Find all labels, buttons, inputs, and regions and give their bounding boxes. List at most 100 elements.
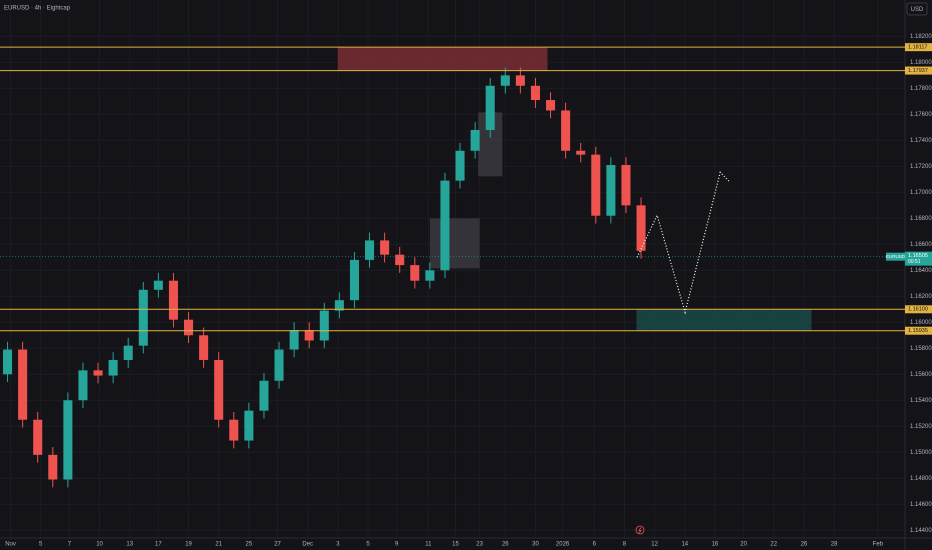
x-tick-label: 20	[740, 542, 747, 548]
candle-body	[259, 380, 269, 411]
event-icon[interactable]	[635, 525, 645, 535]
candle-body	[576, 150, 586, 155]
x-tick-label: Dec	[302, 542, 313, 548]
price-label: 1.16505	[908, 253, 928, 259]
candle-body	[138, 289, 148, 346]
countdown-label: 00:51	[908, 259, 921, 265]
y-tick-label: 1.17800	[910, 86, 932, 92]
y-tick-label: 1.17200	[910, 164, 932, 170]
candle-body	[18, 349, 28, 420]
candle-body	[199, 335, 209, 360]
currency-button[interactable]	[906, 2, 928, 16]
y-tick-label: 1.15600	[910, 372, 932, 378]
x-tick-label: 8	[623, 542, 627, 548]
x-tick-label: 22	[770, 542, 777, 548]
candle-body	[636, 205, 646, 251]
candle-body	[561, 110, 571, 151]
y-tick-label: 1.14800	[910, 476, 932, 482]
candle-body	[500, 75, 510, 86]
y-tick-label: 1.16000	[910, 320, 932, 326]
x-tick-label: 12	[651, 542, 658, 548]
candle-body	[410, 265, 420, 281]
candle-body	[123, 345, 133, 360]
x-tick-label: 26	[502, 542, 509, 548]
candle-body	[3, 349, 13, 375]
level-label: 1.17937	[908, 68, 928, 74]
x-tick-label: 2026	[556, 542, 570, 548]
x-tick-label: 30	[532, 542, 539, 548]
symbol-tag	[886, 252, 905, 261]
candle-body	[485, 85, 495, 130]
level-tag	[905, 305, 932, 314]
y-tick-label: 1.17000	[910, 190, 932, 196]
candle-body	[606, 165, 616, 216]
x-tick-label: 19	[185, 542, 192, 548]
y-tick-label: 1.16800	[910, 216, 932, 222]
candle-body	[168, 280, 178, 320]
chart-title: EURUSD · 4h · Eightcap	[4, 6, 71, 12]
zone	[429, 218, 480, 269]
candle-body	[455, 150, 465, 181]
candle-body	[78, 370, 88, 401]
x-tick-label: 15	[452, 542, 459, 548]
level-tag	[905, 43, 932, 52]
plot-area	[3, 47, 812, 488]
x-tick-label: 16	[712, 542, 719, 548]
x-tick-label: 5	[39, 542, 43, 548]
level-label: 1.16100	[908, 307, 928, 313]
candle-body	[395, 254, 405, 266]
candle-body	[334, 300, 344, 311]
y-tick-label: 1.14400	[910, 528, 932, 534]
x-tick-label: 9	[395, 542, 399, 548]
candle-body	[591, 154, 601, 216]
level-tag	[905, 326, 932, 335]
projection-path	[636, 171, 731, 315]
x-tick-label: Nov	[5, 542, 16, 548]
x-tick-label: 25	[246, 542, 253, 548]
zone	[636, 309, 812, 331]
candle-body	[365, 240, 375, 260]
candle-body	[515, 75, 525, 86]
y-tick-label: 1.16200	[910, 294, 932, 300]
candle-body	[184, 319, 194, 336]
candle-body	[244, 410, 254, 441]
x-tick-label: 21	[215, 542, 222, 548]
x-tick-label: Feb	[873, 542, 884, 548]
x-tick-label: 23	[476, 542, 483, 548]
candle-body	[380, 240, 390, 255]
x-tick-label: 5	[366, 542, 370, 548]
event-icon-bolt	[638, 527, 642, 534]
y-tick-label: 1.17600	[910, 112, 932, 118]
candle-body	[48, 454, 58, 480]
candle-body	[349, 259, 359, 301]
y-tick-label: 1.15200	[910, 424, 932, 430]
candle-body	[621, 165, 631, 206]
candle-body	[470, 129, 480, 151]
candle-body	[530, 85, 540, 101]
candle-body	[153, 280, 163, 290]
candle-body	[304, 330, 314, 341]
candle-body	[440, 180, 450, 271]
candle-body	[214, 359, 224, 420]
candle-body	[289, 330, 299, 350]
candle-body	[425, 270, 435, 281]
x-tick-label: 3	[336, 542, 340, 548]
x-tick-label: 28	[831, 542, 838, 548]
candle-body	[274, 349, 284, 381]
x-tick-label: 11	[425, 542, 432, 548]
symbol-label: EURUSD	[886, 254, 906, 259]
price-tag	[905, 251, 932, 266]
x-tick-label: 7	[68, 542, 72, 548]
y-tick-label: 1.18200	[910, 34, 932, 40]
candle-body	[33, 419, 43, 455]
x-tick-label: 17	[155, 542, 162, 548]
y-tick-label: 1.15800	[910, 346, 932, 352]
zone	[337, 47, 548, 71]
candle-body	[108, 359, 118, 376]
currency-label[interactable]: USD	[911, 7, 924, 13]
y-tick-label: 1.14600	[910, 502, 932, 508]
level-label: 1.15935	[908, 328, 928, 334]
y-tick-label: 1.17400	[910, 138, 932, 144]
y-tick-label: 1.15400	[910, 398, 932, 404]
